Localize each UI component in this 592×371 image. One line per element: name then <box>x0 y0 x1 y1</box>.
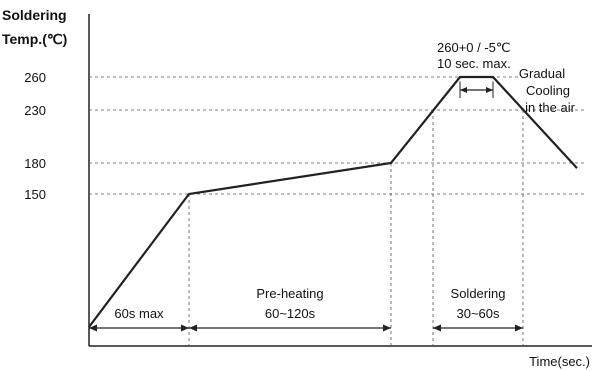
y-tick-label-260: 260 <box>24 70 46 85</box>
peak-temp-annotation: 260+0 / -5℃ <box>437 40 511 55</box>
interval-arrow-left-head-1 <box>189 324 197 332</box>
interval-label-line-2-0: 60s max <box>114 306 164 321</box>
peak-time-annotation: 10 sec. max. <box>437 56 511 71</box>
interval-arrow-right-head-1 <box>383 324 391 332</box>
cooling-annotation-line-3: in the air <box>525 100 576 115</box>
interval-arrow-right-head-2 <box>515 324 523 332</box>
interval-label-line-2-2: 30~60s <box>456 306 500 321</box>
cooling-annotation-line-2: Cooling <box>526 83 570 98</box>
interval-label-line-1-1: Pre-heating <box>256 286 323 301</box>
interval-arrow-left-head-2 <box>433 324 441 332</box>
y-axis-label-line-2: Temp.(℃) <box>2 31 67 47</box>
series-line-profile <box>88 75 578 328</box>
y-tick-label-150: 150 <box>24 187 46 202</box>
x-axis-label: Time(sec.) <box>529 354 590 369</box>
interval-label-line-1-2: Soldering <box>451 286 506 301</box>
y-tick-label-230: 230 <box>24 103 46 118</box>
y-tick-label-180: 180 <box>24 156 46 171</box>
y-axis-label-line-1: Soldering <box>2 7 67 23</box>
cooling-annotation-line-1: Gradual <box>519 66 565 81</box>
interval-arrow-left-head-0 <box>89 324 97 332</box>
interval-annotations: 60s max Pre-heating 60~120s Soldering 30~60s <box>89 286 523 332</box>
peak-duration-arrow <box>459 82 494 98</box>
y-ticks: 260 230 180 150 <box>24 70 585 202</box>
interval-label-line-2-1: 60~120s <box>265 306 316 321</box>
interval-arrow-right-head-0 <box>181 324 189 332</box>
